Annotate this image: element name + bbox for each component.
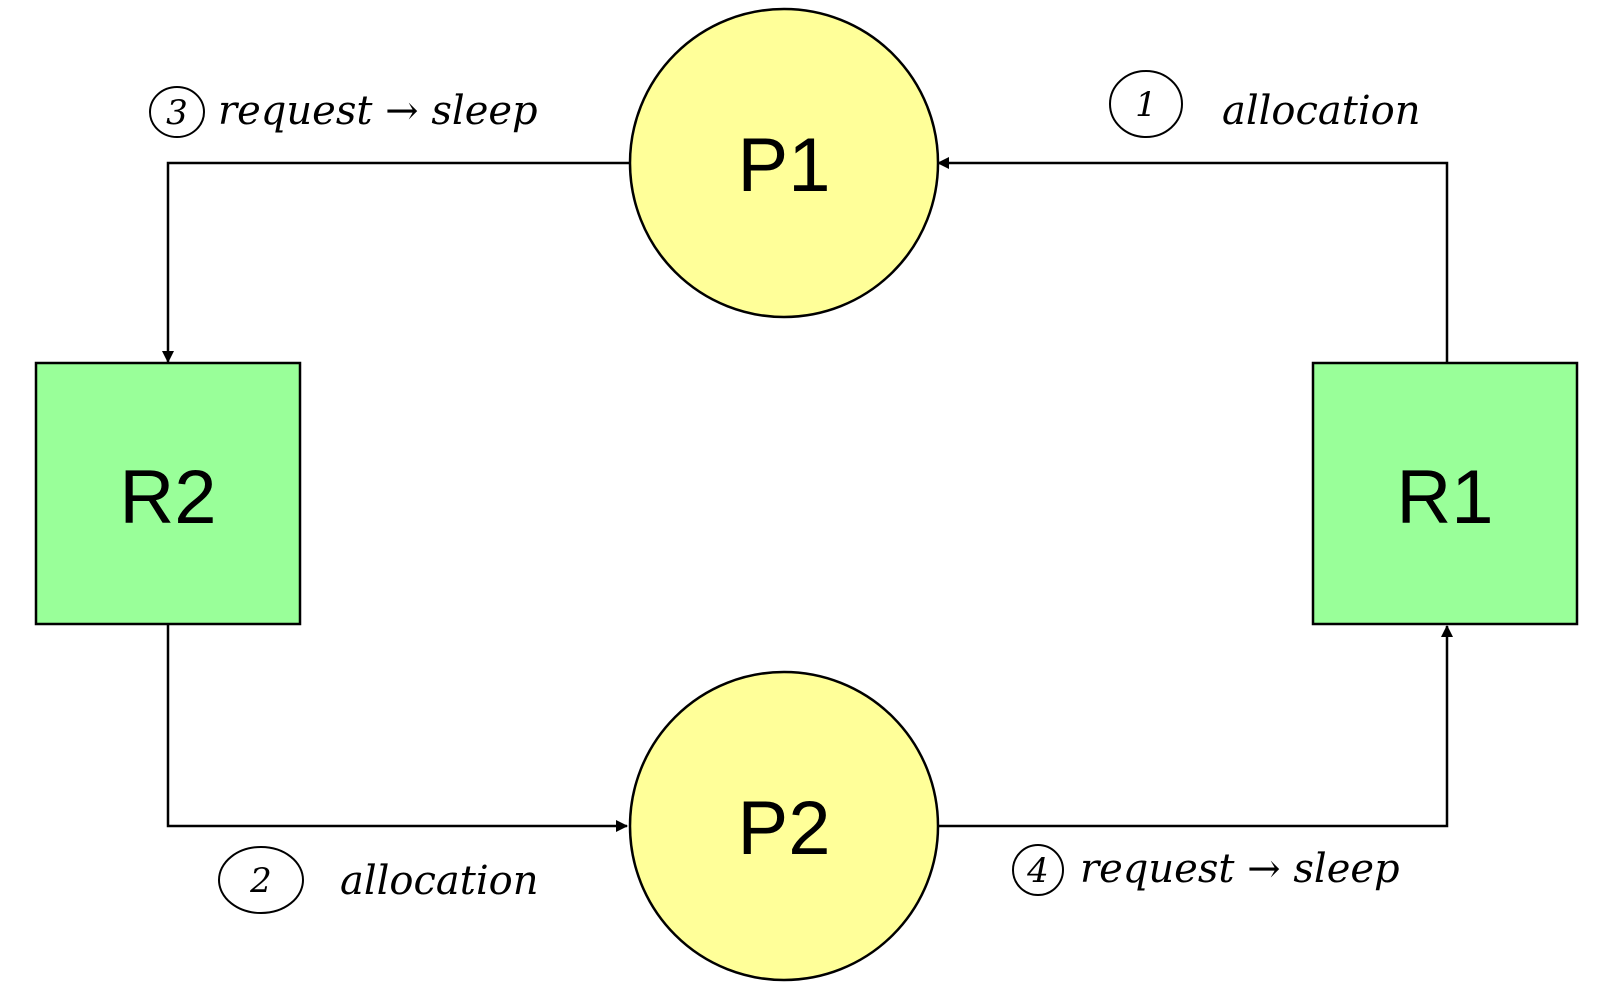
- edge-number-circle-3: [149, 86, 205, 138]
- edge-p1-to-r2: [162, 161, 630, 363]
- edge-number-2: 2: [249, 861, 272, 901]
- edge-label-2: 2 allocation: [218, 846, 538, 914]
- resource-node-r2-label: R2: [119, 455, 216, 540]
- process-node-p2: [628, 670, 940, 982]
- resource-node-r1: [1311, 361, 1579, 626]
- edge-text-1: allocation: [1222, 88, 1420, 134]
- edge-label-1: 1 allocation: [1109, 70, 1420, 138]
- edge-r1-to-p1: [937, 157, 1449, 363]
- resource-node-r1-label: R1: [1396, 455, 1493, 540]
- edge-text-3: request → sleep: [218, 88, 538, 134]
- edge-number-circle-2: [218, 846, 304, 914]
- edge-label-3: 3 request → sleep: [149, 86, 538, 138]
- edge-text-2: allocation: [340, 858, 538, 904]
- edge-r2-to-p2: [166, 624, 628, 832]
- resource-node-r2: [34, 361, 302, 626]
- edge-number-circle-4: [1012, 844, 1064, 896]
- process-node-p1-label: P1: [738, 123, 831, 208]
- process-node-p2-label: P2: [738, 786, 831, 871]
- edge-text-4: request → sleep: [1080, 846, 1400, 892]
- edge-number-4: 4: [1026, 851, 1049, 891]
- edge-p2-to-r1: [938, 625, 1453, 828]
- process-node-p1: [628, 7, 940, 319]
- edge-number-1: 1: [1135, 85, 1157, 125]
- edge-number-3: 3: [166, 93, 188, 133]
- edge-number-circle-1: [1109, 70, 1183, 138]
- edge-label-4: 4 request → sleep: [1012, 844, 1400, 896]
